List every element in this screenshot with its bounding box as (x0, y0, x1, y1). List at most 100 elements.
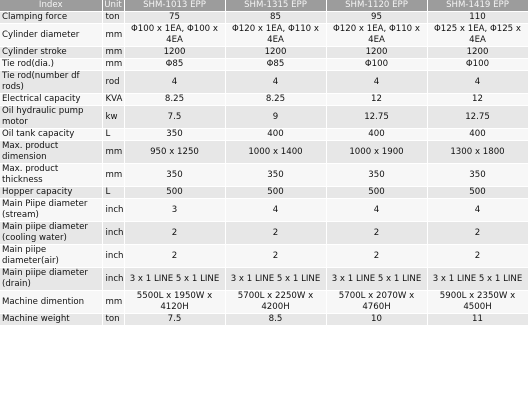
row-value: 2 (427, 244, 528, 268)
row-value: 400 (326, 128, 428, 141)
row-value: 12 (326, 93, 428, 106)
row-value: 4 (124, 70, 226, 94)
row-value: 9 (225, 105, 327, 129)
row-value: 3 x 1 LINE 5 x 1 LINE (225, 267, 327, 291)
table-row: Main piipe diameter (drain) inch 3 x 1 LIN… (0, 267, 528, 291)
table-row: Tie rod(number df rods) rod 4 4 4 4 (0, 70, 528, 94)
row-value: 350 (326, 163, 428, 187)
row-label: Main piipe diameter(air) (0, 244, 103, 268)
row-unit: mm (102, 163, 125, 187)
row-value: 5900L x 2350W x 4500H (427, 290, 528, 314)
row-unit: kw (102, 105, 125, 129)
row-unit: inch (102, 244, 125, 268)
row-value: Φ85 (225, 58, 327, 71)
row-value: 110 (427, 11, 528, 24)
header-model: SHM-1120 EPP (326, 0, 428, 12)
row-value: 85 (225, 11, 327, 24)
row-unit: rod (102, 70, 125, 94)
row-value: Φ100 (326, 58, 428, 71)
row-unit: L (102, 186, 125, 199)
row-value: 350 (124, 163, 226, 187)
row-value: 1200 (326, 46, 428, 59)
row-value: Φ85 (124, 58, 226, 71)
row-value: 2 (326, 244, 428, 268)
header-model: SHM-1419 EPP (427, 0, 528, 12)
row-unit: inch (102, 267, 125, 291)
header-model: SHM-1013 EPP (124, 0, 226, 12)
row-value: 350 (225, 163, 327, 187)
row-label: Hopper capacity (0, 186, 103, 199)
row-label: Machine weight (0, 313, 103, 326)
row-value: 2 (427, 221, 528, 245)
row-label: Electrical capacity (0, 93, 103, 106)
row-value: 11 (427, 313, 528, 326)
row-value: 95 (326, 11, 428, 24)
row-value: 4 (427, 70, 528, 94)
row-value: 1000 x 1400 (225, 140, 327, 164)
header-model: SHM-1315 EPP (225, 0, 327, 12)
row-value: 2 (225, 244, 327, 268)
table-row: Max. product dimension mm 950 x 1250 1000 x… (0, 140, 528, 164)
table-row: Max. product thickness mm 350 350 350 350 (0, 163, 528, 187)
row-value: Φ100 x 1EA, Φ100 x 4EA (124, 23, 226, 47)
row-value: 500 (326, 186, 428, 199)
row-value: 4 (326, 70, 428, 94)
row-value: 1200 (225, 46, 327, 59)
row-value: Φ100 (427, 58, 528, 71)
row-value: 500 (427, 186, 528, 199)
row-label: Cylinder diameter (0, 23, 103, 47)
table-row: Clamping force ton 75 85 95 110 (0, 11, 528, 24)
row-unit: mm (102, 140, 125, 164)
row-value: 2 (124, 221, 226, 245)
spec-table-body: Clamping force ton 75 85 95 110 Cylinder diame… (0, 11, 528, 326)
row-value: 500 (225, 186, 327, 199)
row-label: Tie rod(dia.) (0, 58, 103, 71)
row-value: Φ125 x 1EA, Φ125 x 4EA (427, 23, 528, 47)
row-label: Oil hydraulic pump motor (0, 105, 103, 129)
table-row: Oil hydraulic pump motor kw 7.5 9 12.75 12.75 (0, 105, 528, 129)
row-value: 75 (124, 11, 226, 24)
table-row: Tie rod(dia.) mm Φ85 Φ85 Φ100 Φ100 (0, 58, 528, 71)
row-value: 7.5 (124, 105, 226, 129)
row-value: 2 (326, 221, 428, 245)
row-value: 5700L x 2250W x 4200H (225, 290, 327, 314)
row-label: Main piipe diameter (cooling water) (0, 221, 103, 245)
row-value: 500 (124, 186, 226, 199)
row-label: Cylinder stroke (0, 46, 103, 59)
table-row: Oil tank capacity L 350 400 400 400 (0, 128, 528, 141)
row-value: 12 (427, 93, 528, 106)
row-value: 8.5 (225, 313, 327, 326)
table-row: Main Piipe diameter (stream) inch 3 4 4 4 (0, 198, 528, 222)
table-row: Machine weight ton 7.5 8.5 10 11 (0, 313, 528, 326)
header-index: Index (0, 0, 103, 12)
row-value: 7.5 (124, 313, 226, 326)
row-value: Φ120 x 1EA, Φ110 x 4EA (326, 23, 428, 47)
row-unit: ton (102, 11, 125, 24)
row-value: 4 (326, 198, 428, 222)
row-value: 12.75 (427, 105, 528, 129)
row-label: Max. product dimension (0, 140, 103, 164)
table-row: Electrical capacity KVA 8.25 8.25 12 12 (0, 93, 528, 106)
row-value: 1300 x 1800 (427, 140, 528, 164)
row-value: 3 x 1 LINE 5 x 1 LINE (326, 267, 428, 291)
row-value: 2 (124, 244, 226, 268)
row-label: Oil tank capacity (0, 128, 103, 141)
row-value: 350 (427, 163, 528, 187)
row-label: Machine dimention (0, 290, 103, 314)
row-value: 1000 x 1900 (326, 140, 428, 164)
row-value: 5500L x 1950W x 4120H (124, 290, 226, 314)
row-value: 12.75 (326, 105, 428, 129)
row-value: 5700L x 2070W x 4760H (326, 290, 428, 314)
row-label: Tie rod(number df rods) (0, 70, 103, 94)
spec-table: Index Unit SHM-1013 EPP SHM-1315 EPP SHM… (0, 0, 528, 326)
row-label: Main Piipe diameter (stream) (0, 198, 103, 222)
row-value: 2 (225, 221, 327, 245)
row-unit: inch (102, 198, 125, 222)
row-value: 4 (225, 198, 327, 222)
row-unit: KVA (102, 93, 125, 106)
table-row: Main piipe diameter(air) inch 2 2 2 2 (0, 244, 528, 268)
row-unit: ton (102, 313, 125, 326)
header-unit: Unit (102, 0, 125, 12)
row-value: Φ120 x 1EA, Φ110 x 4EA (225, 23, 327, 47)
header-row: Index Unit SHM-1013 EPP SHM-1315 EPP SHM… (0, 0, 528, 12)
